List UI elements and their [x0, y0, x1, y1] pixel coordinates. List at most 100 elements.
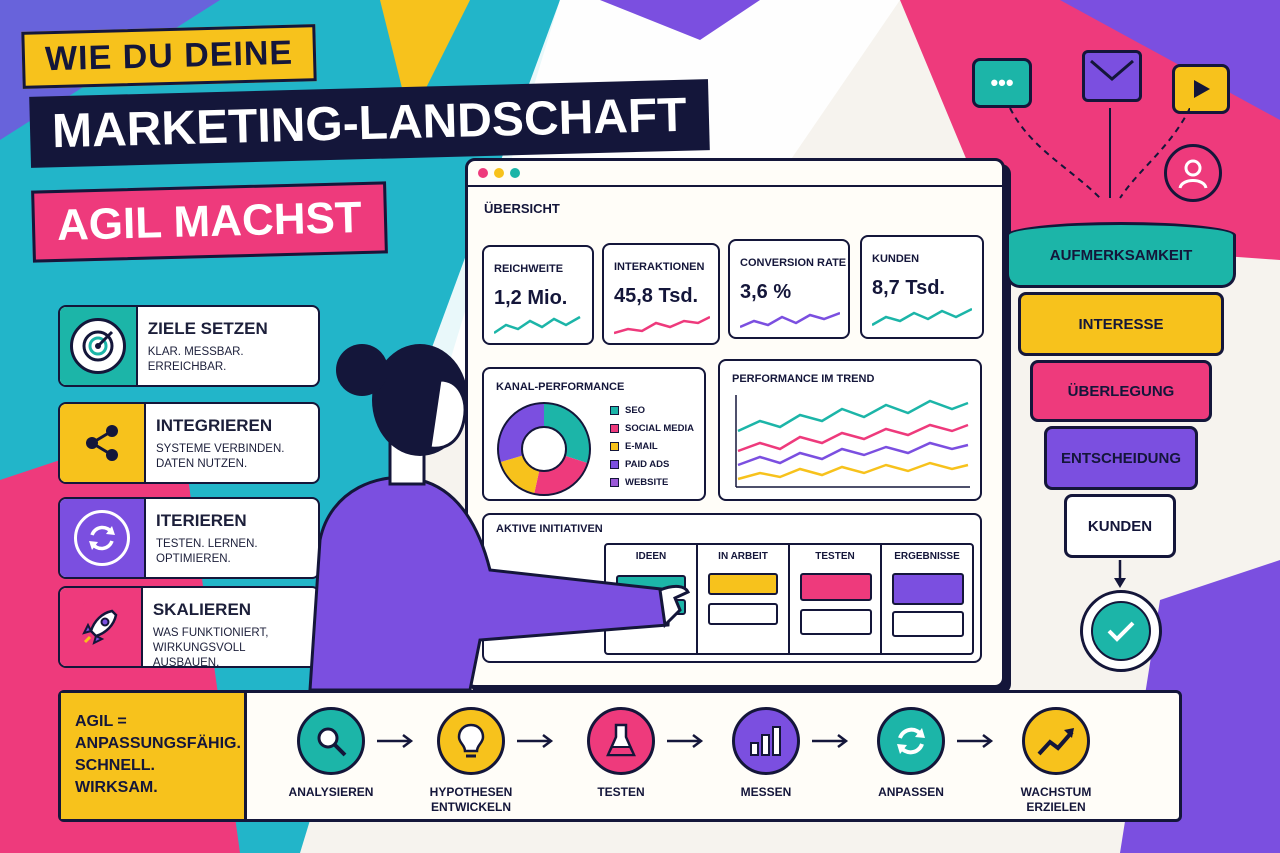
step-ziele-setzen: ZIELE SETZEN KLAR. MESSBAR. ERREICHBAR.: [58, 305, 320, 387]
trend-title: PERFORMANCE IM TREND: [732, 373, 875, 385]
agil-line-1: AGIL =: [75, 713, 127, 730]
window-dot-icon: [478, 168, 488, 178]
legend-item: WEBSITE: [610, 477, 694, 488]
process-bar: AGIL = ANPASSUNGSFÄHIG. SCHNELL. WIRKSAM…: [58, 690, 1182, 822]
sparkline-icon: [494, 315, 581, 335]
kpi-label: INTERAKTIONEN: [614, 261, 705, 273]
task-card[interactable]: [892, 573, 964, 605]
legend-label: SOCIAL MEDIA: [625, 423, 694, 434]
dashboard-heading: ÜBERSICHT: [484, 201, 560, 216]
kpi-value: 45,8 Tsd.: [614, 285, 699, 307]
legend-item: PAID ADS: [610, 459, 694, 470]
funnel-label: KUNDEN: [1087, 517, 1153, 535]
funnel-label: ÜBERLEGUNG: [1067, 382, 1175, 400]
arrow-right-icon: [812, 734, 849, 748]
title-line-1: WIE DU DEINE: [21, 24, 317, 89]
process-step-label: HYPOTHESEN ENTWICKELN: [429, 785, 513, 814]
legend-item: SOCIAL MEDIA: [610, 423, 694, 434]
process-step-label: WACHSTUM ERZIELEN: [1020, 785, 1092, 814]
funnel-label: AUFMERKSAMKEIT: [1049, 246, 1193, 264]
step-text: SYSTEME VERBINDEN. DATEN NUTZEN.: [156, 443, 285, 470]
funnel-stage-5: KUNDEN: [1064, 494, 1176, 558]
agil-definition: AGIL = ANPASSUNGSFÄHIG. SCHNELL. WIRKSAM…: [61, 693, 247, 819]
sparkline-icon: [740, 311, 840, 329]
process-step: WACHSTUM ERZIELEN: [996, 707, 1116, 815]
cycle-icon: [877, 707, 945, 775]
arrow-right-icon: [667, 734, 704, 748]
legend-item: E-MAIL: [610, 441, 694, 452]
checkmark-icon: [1091, 601, 1151, 661]
task-card[interactable]: [892, 611, 964, 637]
legend-swatch: [610, 478, 619, 487]
kanban-column-testen: TESTEN: [790, 545, 882, 653]
funnel-stage-2: INTERESSE: [1018, 292, 1224, 356]
step-icon-box: [60, 404, 146, 482]
legend-label: E-MAIL: [625, 441, 658, 452]
sparkline-icon: [614, 315, 710, 335]
window-dot-icon: [510, 168, 520, 178]
column-header: IN ARBEIT: [718, 551, 768, 562]
kpi-card-kunden: KUNDEN 8,7 Tsd.: [860, 235, 984, 339]
process-step: ANPASSEN: [851, 707, 971, 800]
column-header: TESTEN: [815, 551, 855, 562]
column-header: IDEEN: [635, 551, 667, 562]
rocket-icon: [72, 599, 129, 655]
flask-icon: [587, 707, 655, 775]
kpi-value: 3,6 %: [740, 281, 792, 303]
arrow-right-icon: [377, 734, 414, 748]
column-header: ERGEBNISSE: [894, 551, 960, 562]
step-title: ZIELE SETZEN: [147, 319, 268, 338]
process-step: MESSEN: [706, 707, 826, 800]
channel-title: KANAL-PERFORMANCE: [496, 381, 625, 393]
person-illustration: [308, 344, 691, 690]
arrow-right-icon: [957, 734, 994, 748]
target-icon: [69, 318, 126, 374]
agil-line-3: SCHNELL. WIRKSAM.: [75, 757, 158, 796]
kpi-card-conversion-rate: CONVERSION RATE 3,6 %: [728, 239, 850, 339]
step-title: ITERIEREN: [156, 511, 247, 530]
chat-bubble-icon: •••: [972, 58, 1032, 108]
legend-label: WEBSITE: [625, 477, 669, 488]
channel-legend: SEO SOCIAL MEDIA E-MAIL PAID ADS WEBSITE: [610, 405, 694, 495]
process-step-label: ANALYSIEREN: [288, 785, 374, 799]
step-text: WAS FUNKTIONIERT, WIRKUNGSVOLL AUSBAUEN.: [152, 627, 269, 668]
dashboard-window: ÜBERSICHT REICHWEITE 1,2 Mio. INTERAKTIO…: [465, 158, 1005, 688]
legend-swatch: [610, 460, 619, 469]
step-iterieren: ITERIEREN TESTEN. LERNEN. OPTIMIEREN.: [58, 497, 320, 579]
magnifier-icon: [297, 707, 365, 775]
success-badge: [1080, 590, 1162, 672]
legend-item: SEO: [610, 405, 694, 416]
mail-icon: [1082, 50, 1142, 102]
lightbulb-icon: [437, 707, 505, 775]
funnel-stage-1: AUFMERKSAMKEIT: [1006, 222, 1236, 288]
channel-performance-card: KANAL-PERFORMANCE SEO SOCIAL MEDIA E-MAIL P…: [482, 367, 706, 501]
share-icon: [74, 415, 130, 471]
kpi-label: KUNDEN: [872, 253, 920, 265]
trend-card: PERFORMANCE IM TREND: [718, 359, 982, 501]
legend-swatch: [610, 424, 619, 433]
bar-chart-icon: [732, 707, 800, 775]
process-step: ANALYSIEREN: [271, 707, 391, 800]
kpi-label: REICHWEITE: [494, 263, 564, 275]
funnel-label: INTERESSE: [1078, 315, 1164, 333]
legend-label: PAID ADS: [625, 459, 670, 470]
task-card[interactable]: [800, 609, 872, 635]
task-card[interactable]: [800, 573, 872, 601]
task-card[interactable]: [708, 573, 778, 595]
title-line-3: AGIL MACHST: [31, 181, 388, 263]
refresh-icon: [74, 510, 130, 566]
kpi-card-interaktionen: INTERAKTIONEN 45,8 Tsd.: [602, 243, 720, 345]
process-step: HYPOTHESEN ENTWICKELN: [411, 707, 531, 815]
donut-chart: [497, 402, 591, 496]
step-skalieren: SKALIEREN WAS FUNKTIONIERT, WIRKUNGSVOLL …: [58, 586, 320, 668]
kpi-value: 1,2 Mio.: [494, 287, 568, 309]
funnel-stage-4: ENTSCHEIDUNG: [1044, 426, 1198, 490]
step-text: KLAR. MESSBAR. ERREICHBAR.: [147, 346, 244, 373]
funnel-label: ENTSCHEIDUNG: [1060, 449, 1181, 467]
step-title: SKALIEREN: [152, 600, 252, 619]
step-text: TESTEN. LERNEN. OPTIMIEREN.: [156, 538, 258, 565]
kpi-label: CONVERSION RATE: [740, 257, 847, 269]
task-card[interactable]: [708, 603, 778, 625]
step-icon-box: [60, 499, 146, 577]
kanban-column-ergebnisse: ERGEBNISSE: [882, 545, 972, 653]
